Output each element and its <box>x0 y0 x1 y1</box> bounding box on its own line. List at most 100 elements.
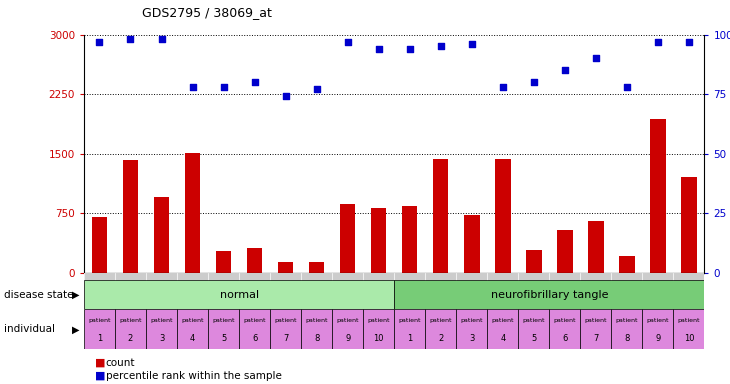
Text: 5: 5 <box>531 334 537 343</box>
Bar <box>402 206 418 273</box>
Bar <box>488 273 518 344</box>
Text: 1: 1 <box>407 334 412 343</box>
Bar <box>84 280 394 309</box>
Bar <box>332 273 363 344</box>
Point <box>280 93 291 99</box>
Bar <box>612 309 642 349</box>
Point <box>590 55 602 61</box>
Point <box>497 84 509 90</box>
Bar <box>580 273 611 344</box>
Text: 2: 2 <box>128 334 133 343</box>
Bar <box>456 273 488 344</box>
Bar <box>84 309 115 349</box>
Bar <box>425 309 456 349</box>
Bar <box>394 280 704 309</box>
Text: GDS2795 / 38069_at: GDS2795 / 38069_at <box>142 6 272 19</box>
Bar <box>433 159 448 273</box>
Point <box>187 84 199 90</box>
Text: 9: 9 <box>345 334 350 343</box>
Point <box>466 41 477 47</box>
Bar <box>464 215 480 273</box>
Text: patient: patient <box>367 318 390 323</box>
Text: patient: patient <box>677 318 700 323</box>
Text: patient: patient <box>337 318 359 323</box>
Bar <box>278 262 293 273</box>
Bar <box>619 256 634 273</box>
Text: patient: patient <box>150 318 173 323</box>
Bar <box>549 309 580 349</box>
Bar <box>247 248 262 273</box>
Bar <box>518 273 549 344</box>
Bar <box>557 230 572 273</box>
Text: 8: 8 <box>624 334 629 343</box>
Text: patient: patient <box>119 318 142 323</box>
Text: patient: patient <box>647 318 669 323</box>
Point <box>311 86 323 93</box>
Point <box>652 39 664 45</box>
Bar <box>146 273 177 344</box>
Bar <box>92 217 107 273</box>
Bar <box>456 309 487 349</box>
Text: 6: 6 <box>562 334 567 343</box>
Point <box>93 39 105 45</box>
Text: 8: 8 <box>314 334 319 343</box>
Text: 7: 7 <box>593 334 599 343</box>
Bar <box>611 273 642 344</box>
Text: 4: 4 <box>500 334 505 343</box>
Bar <box>177 273 208 344</box>
Text: patient: patient <box>491 318 514 323</box>
Point <box>559 67 571 73</box>
Bar <box>394 309 425 349</box>
Text: ▶: ▶ <box>72 290 79 300</box>
Bar <box>309 262 324 273</box>
Bar <box>239 309 270 349</box>
Text: ■: ■ <box>95 371 105 381</box>
Text: 7: 7 <box>283 334 288 343</box>
Text: patient: patient <box>523 318 545 323</box>
Text: 9: 9 <box>656 334 661 343</box>
Text: 3: 3 <box>159 334 164 343</box>
Bar <box>154 197 169 273</box>
Text: percentile rank within the sample: percentile rank within the sample <box>106 371 282 381</box>
Bar <box>115 273 146 344</box>
Point <box>528 79 539 85</box>
Point <box>404 46 415 52</box>
Text: count: count <box>106 358 135 368</box>
Text: ■: ■ <box>95 358 105 368</box>
Text: patient: patient <box>615 318 638 323</box>
Text: 2: 2 <box>438 334 443 343</box>
Text: patient: patient <box>274 318 297 323</box>
Text: patient: patient <box>243 318 266 323</box>
Text: normal: normal <box>220 290 258 300</box>
Bar <box>363 309 394 349</box>
Text: patient: patient <box>212 318 235 323</box>
Bar <box>146 309 177 349</box>
Bar <box>642 309 673 349</box>
Point <box>249 79 261 85</box>
Text: disease state: disease state <box>4 290 73 300</box>
Point <box>621 84 633 90</box>
Bar <box>425 273 456 344</box>
Bar <box>270 273 301 344</box>
Bar <box>518 309 549 349</box>
Bar <box>216 251 231 273</box>
Bar <box>394 273 425 344</box>
Text: 1: 1 <box>97 334 102 343</box>
Bar <box>208 309 239 349</box>
Text: 10: 10 <box>374 334 384 343</box>
Bar <box>84 273 115 344</box>
Text: patient: patient <box>305 318 328 323</box>
Text: patient: patient <box>553 318 576 323</box>
Text: 10: 10 <box>684 334 694 343</box>
Text: 5: 5 <box>221 334 226 343</box>
Bar <box>270 309 301 349</box>
Point <box>342 39 353 45</box>
Point <box>683 39 695 45</box>
Bar <box>363 273 394 344</box>
Bar <box>642 273 673 344</box>
Text: patient: patient <box>399 318 421 323</box>
Bar <box>650 119 666 273</box>
Bar <box>371 208 386 273</box>
Bar <box>495 159 510 273</box>
Bar <box>580 309 611 349</box>
